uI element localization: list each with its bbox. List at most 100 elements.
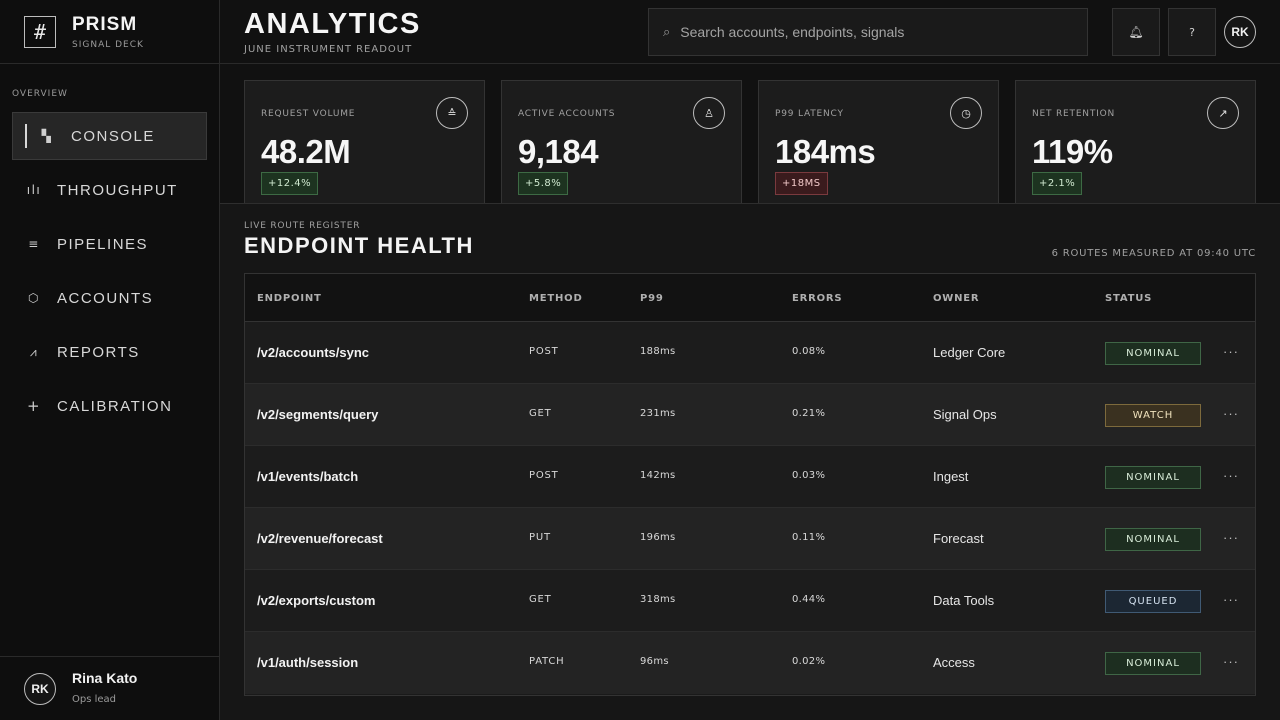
sidebar-item-pipelines[interactable]: ≡ PIPELINES: [12, 220, 207, 268]
lines-icon: ≡: [28, 237, 40, 251]
kpi-card-active-accounts: ACTIVE ACCOUNTS ♙ 9,184 +5.8%: [501, 80, 742, 204]
sidebar-item-accounts[interactable]: ⬡ ACCOUNTS: [12, 274, 207, 322]
plus-icon: +: [26, 397, 42, 415]
kpi-value: 9,184: [518, 133, 599, 170]
status-badge: NOMINAL: [1105, 528, 1201, 551]
p99-value: 231ms: [640, 408, 676, 419]
trend-up-icon: ↗: [1207, 97, 1239, 129]
sidebar-item-label: THROUGHPUT: [57, 181, 178, 199]
http-method: PATCH: [529, 656, 565, 667]
status-badge: NOMINAL: [1105, 466, 1201, 489]
header-avatar[interactable]: RK: [1224, 16, 1256, 48]
column-header-endpoint[interactable]: ENDPOINT: [257, 293, 322, 304]
sidebar-item-label: CONSOLE: [71, 127, 155, 145]
sidebar-item-throughput[interactable]: ılı THROUGHPUT: [12, 166, 207, 214]
search-input[interactable]: [680, 24, 1061, 40]
more-options-icon[interactable]: ···: [1223, 530, 1239, 545]
http-method: POST: [529, 346, 559, 357]
status-badge: WATCH: [1105, 404, 1201, 427]
brand: # PRISM SIGNAL DECK: [0, 0, 219, 64]
clock-icon: ◷: [950, 97, 982, 129]
user-name: Rina Kato: [72, 670, 138, 686]
http-method: GET: [529, 594, 552, 605]
user-icon: ♙: [693, 97, 725, 129]
section-meta: 6 ROUTES MEASURED AT 09:40 UTC: [1051, 248, 1256, 259]
page-title: ANALYTICS: [244, 8, 421, 40]
endpoint-path: /v2/exports/custom: [257, 593, 376, 608]
kpi-delta: +2.1%: [1032, 172, 1083, 195]
column-header-status[interactable]: STATUS: [1105, 293, 1153, 304]
error-rate: 0.02%: [792, 656, 826, 667]
p99-value: 196ms: [640, 532, 676, 543]
owner-name: Access: [933, 655, 975, 670]
table-row[interactable]: /v2/exports/custom GET 318ms 0.44% Data …: [245, 570, 1255, 632]
sidebar: # PRISM SIGNAL DECK OVERVIEW ▚ CONSOLE ı…: [0, 0, 220, 720]
status-badge: QUEUED: [1105, 590, 1201, 613]
http-method: GET: [529, 408, 552, 419]
bar-chart-icon: ılı: [26, 183, 42, 197]
hash-logo-icon[interactable]: #: [24, 16, 56, 48]
table-row[interactable]: /v1/events/batch POST 142ms 0.03% Ingest…: [245, 446, 1255, 508]
bell-icon: 🔔︎: [1128, 25, 1144, 39]
nav-section-label: OVERVIEW: [12, 89, 68, 99]
table-header: ENDPOINT METHOD P99 ERRORS OWNER STATUS: [245, 274, 1255, 322]
owner-name: Ledger Core: [933, 345, 1006, 360]
kpi-delta: +5.8%: [518, 172, 569, 195]
more-options-icon[interactable]: ···: [1223, 468, 1239, 483]
avatar: RK: [24, 673, 56, 705]
kpi-card-p99-latency: P99 LATENCY ◷ 184ms +18MS: [758, 80, 999, 204]
sidebar-item-calibration[interactable]: + CALIBRATION: [12, 382, 207, 430]
help-button[interactable]: ?: [1168, 8, 1216, 56]
p99-value: 96ms: [640, 656, 669, 667]
table-row[interactable]: /v1/auth/session PATCH 96ms 0.02% Access…: [245, 632, 1255, 694]
search-bar[interactable]: ⌕: [648, 8, 1088, 56]
sidebar-item-console[interactable]: ▚ CONSOLE: [12, 112, 207, 160]
endpoint-path: /v1/auth/session: [257, 655, 359, 670]
sidebar-item-label: REPORTS: [57, 343, 140, 361]
more-options-icon[interactable]: ···: [1223, 592, 1239, 607]
sidebar-item-label: PIPELINES: [57, 235, 149, 253]
user-profile[interactable]: RK Rina Kato Ops lead: [0, 656, 219, 720]
owner-name: Forecast: [933, 531, 984, 546]
help-icon: ?: [1189, 25, 1195, 39]
brand-name: PRISM: [72, 14, 138, 35]
column-header-p99[interactable]: P99: [640, 293, 664, 304]
section-eyebrow: LIVE ROUTE REGISTER: [244, 221, 361, 231]
table-row[interactable]: /v2/segments/query GET 231ms 0.21% Signa…: [245, 384, 1255, 446]
endpoint-table: ENDPOINT METHOD P99 ERRORS OWNER STATUS …: [244, 273, 1256, 696]
user-role: Ops lead: [72, 694, 117, 705]
top-header: ANALYTICS JUNE INSTRUMENT READOUT ⌕ 🔔︎ ?…: [220, 0, 1280, 64]
more-options-icon[interactable]: ···: [1223, 406, 1239, 421]
grid-icon: ▚: [41, 129, 53, 143]
owner-name: Data Tools: [933, 593, 995, 608]
stack-icon: ≙: [436, 97, 468, 129]
column-header-errors[interactable]: ERRORS: [792, 293, 843, 304]
trend-chart-icon: ⩘: [29, 344, 39, 359]
kpi-value: 119%: [1032, 133, 1113, 170]
kpi-label: P99 LATENCY: [775, 109, 844, 119]
table-row[interactable]: /v2/accounts/sync POST 188ms 0.08% Ledge…: [245, 322, 1255, 384]
table-row[interactable]: /v2/revenue/forecast PUT 196ms 0.11% For…: [245, 508, 1255, 570]
endpoint-path: /v2/accounts/sync: [257, 345, 369, 360]
notifications-button[interactable]: 🔔︎: [1112, 8, 1160, 56]
column-header-method[interactable]: METHOD: [529, 293, 583, 304]
kpi-delta: +12.4%: [261, 172, 319, 195]
column-header-owner[interactable]: OWNER: [933, 293, 980, 304]
cube-icon: ⬡: [28, 291, 40, 305]
status-badge: NOMINAL: [1105, 652, 1201, 675]
http-method: PUT: [529, 532, 551, 543]
kpi-label: NET RETENTION: [1032, 109, 1116, 119]
more-options-icon[interactable]: ···: [1223, 344, 1239, 359]
search-icon: ⌕: [663, 24, 671, 39]
page-subtitle: JUNE INSTRUMENT READOUT: [244, 44, 413, 55]
kpi-label: REQUEST VOLUME: [261, 109, 356, 119]
sidebar-item-reports[interactable]: ⩘ REPORTS: [12, 328, 207, 376]
error-rate: 0.44%: [792, 594, 826, 605]
kpi-label: ACTIVE ACCOUNTS: [518, 109, 616, 119]
kpi-value: 184ms: [775, 133, 876, 170]
active-indicator: [25, 124, 27, 148]
more-options-icon[interactable]: ···: [1223, 654, 1239, 669]
kpi-card-request-volume: REQUEST VOLUME ≙ 48.2M +12.4%: [244, 80, 485, 204]
kpi-delta: +18MS: [775, 172, 828, 195]
section-divider: [220, 203, 1280, 204]
